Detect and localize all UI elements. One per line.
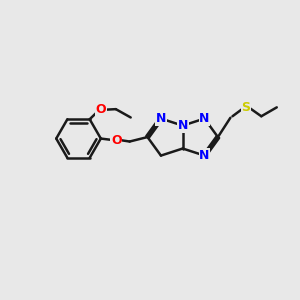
Text: N: N xyxy=(199,149,210,162)
Text: N: N xyxy=(156,112,166,125)
Text: O: O xyxy=(96,103,106,116)
Text: S: S xyxy=(242,101,250,114)
Text: N: N xyxy=(178,119,188,132)
Text: O: O xyxy=(111,134,122,146)
Text: N: N xyxy=(199,112,210,125)
